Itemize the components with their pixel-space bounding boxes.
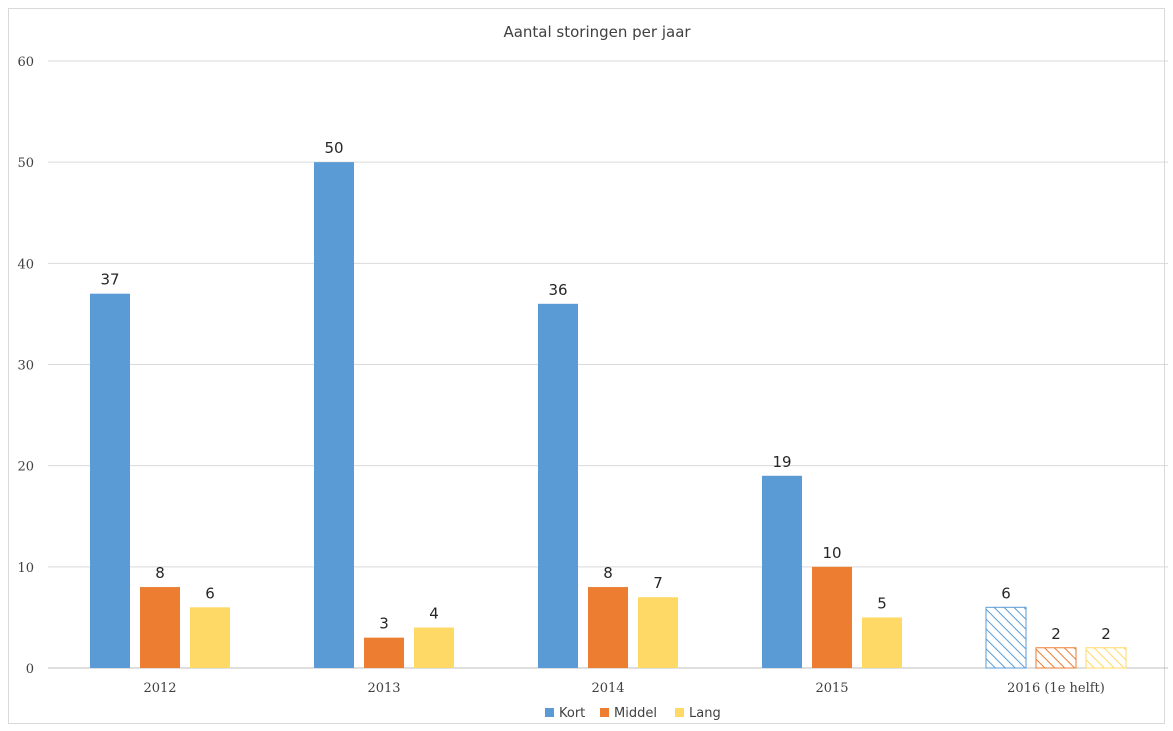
data-label: 2 <box>1051 625 1061 643</box>
data-label: 8 <box>155 564 165 582</box>
gridlines <box>48 60 1168 669</box>
bar-middel-2013 <box>364 637 404 668</box>
x-tick-label: 2015 <box>815 681 848 696</box>
y-tick-label: 0 <box>26 662 34 677</box>
data-label: 7 <box>653 574 663 592</box>
x-tick-label: 2013 <box>367 681 400 696</box>
y-tick-label: 40 <box>17 257 34 272</box>
legend-label: Middel <box>614 706 657 721</box>
y-tick-label: 50 <box>17 156 34 171</box>
x-tick-label: 2012 <box>143 681 176 696</box>
bar-kort-2016-1e-helft <box>985 606 1027 669</box>
y-tick-label: 20 <box>17 460 34 475</box>
bar-middel-2015 <box>812 566 852 668</box>
y-tick-label: 10 <box>17 561 34 576</box>
bar-lang-2015 <box>862 617 902 668</box>
data-label: 8 <box>603 564 613 582</box>
bar-kort-2015 <box>762 475 802 668</box>
data-labels: 37 8 6 50 3 4 36 8 7 19 10 5 6 2 2 <box>100 139 1110 643</box>
data-label: 4 <box>429 605 439 623</box>
legend-swatch <box>600 708 609 717</box>
legend-label: Lang <box>689 706 721 721</box>
bar-lang-2012 <box>190 607 230 668</box>
legend-swatch <box>675 708 684 717</box>
bar-lang-2013 <box>414 627 454 668</box>
chart-title: Aantal storingen per jaar <box>503 23 691 41</box>
legend-item-kort: Kort <box>545 706 585 721</box>
legend-label: Kort <box>559 706 585 721</box>
data-label: 2 <box>1101 625 1111 643</box>
data-label: 3 <box>379 615 389 633</box>
data-label: 37 <box>100 271 119 289</box>
legend: Kort Middel Lang <box>545 706 721 721</box>
y-tick-label: 60 <box>17 55 34 70</box>
bar-middel-2016-1e-helft <box>1035 647 1077 669</box>
legend-swatch <box>545 708 554 717</box>
data-label: 10 <box>822 544 841 562</box>
x-tick-label: 2016 (1e helft) <box>1007 681 1105 696</box>
y-tick-label: 30 <box>17 359 34 374</box>
x-tick-label: 2014 <box>591 681 624 696</box>
bars <box>90 162 1127 669</box>
data-label: 50 <box>324 139 343 157</box>
legend-item-lang: Lang <box>675 706 721 721</box>
bar-kort-2013 <box>314 162 354 668</box>
data-label: 36 <box>548 281 567 299</box>
bar-kort-2014 <box>538 303 578 668</box>
data-label: 6 <box>205 584 215 602</box>
data-label: 5 <box>877 594 887 612</box>
bar-lang-2016-1e-helft <box>1085 647 1127 669</box>
chart-frame <box>8 8 1165 724</box>
x-axis: 2012 2013 2014 2015 2016 (1e helft) <box>143 681 1104 696</box>
data-label: 6 <box>1001 584 1011 602</box>
legend-item-middel: Middel <box>600 706 657 721</box>
bar-lang-2014 <box>638 597 678 668</box>
y-axis: 0 10 20 30 40 50 60 <box>17 55 34 677</box>
bar-kort-2012 <box>90 293 130 668</box>
bar-middel-2014 <box>588 587 628 668</box>
data-label: 19 <box>772 453 791 471</box>
bar-middel-2012 <box>140 587 180 668</box>
